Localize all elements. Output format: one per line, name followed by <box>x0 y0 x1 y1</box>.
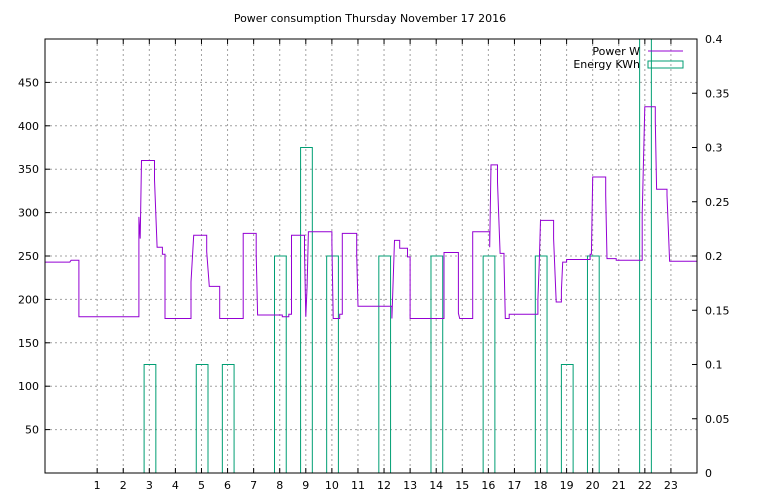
y-tick-label-left: 200 <box>18 293 39 306</box>
y-tick-label-right: 0.15 <box>705 304 730 317</box>
x-tick-label: 20 <box>586 479 600 492</box>
x-tick-label: 16 <box>481 479 495 492</box>
x-tick-label: 3 <box>146 479 153 492</box>
energy-bar <box>586 255 600 474</box>
legend: Power W Energy KWh <box>573 45 684 71</box>
x-tick-label: 1 <box>94 479 101 492</box>
energy-bar <box>560 364 574 474</box>
power-line-layer <box>45 106 697 319</box>
y-tick-label-left: 450 <box>18 76 39 89</box>
x-tick-label: 15 <box>455 479 469 492</box>
y-tick-label-right: 0.05 <box>705 413 730 426</box>
x-tick-label: 23 <box>664 479 678 492</box>
chart-title: Power consumption Thursday November 17 2… <box>234 12 506 25</box>
x-tick-label: 12 <box>377 479 391 492</box>
x-tick-label: 13 <box>403 479 417 492</box>
y-tick-label-left: 300 <box>18 207 39 220</box>
x-tick-label: 22 <box>638 479 652 492</box>
x-tick-label: 2 <box>120 479 127 492</box>
energy-bar <box>482 255 496 474</box>
x-tick-label: 19 <box>560 479 574 492</box>
axis-labels: 1 2 3 4 5 6 7 8 9 10 11 12 13 14 15 16 17 18 19 20 21 22 23501… <box>18 33 730 492</box>
y-tick-label-right: 0.25 <box>705 196 730 209</box>
legend-label-power: Power W <box>592 45 640 58</box>
x-tick-label: 6 <box>224 479 231 492</box>
energy-bar <box>274 255 287 474</box>
x-tick-label: 17 <box>507 479 521 492</box>
energy-bar <box>534 255 548 474</box>
energy-bar <box>430 255 444 474</box>
x-tick-label: 21 <box>612 479 626 492</box>
x-tick-label: 8 <box>276 479 283 492</box>
y-tick-label-left: 350 <box>18 163 39 176</box>
power-series-line <box>45 106 697 319</box>
x-tick-label: 9 <box>302 479 309 492</box>
y-tick-label-left: 250 <box>18 250 39 263</box>
x-tick-label: 7 <box>250 479 257 492</box>
y-tick-label-right: 0.1 <box>705 359 723 372</box>
energy-bar <box>195 364 209 474</box>
y-tick-label-left: 400 <box>18 120 39 133</box>
x-tick-label: 4 <box>172 479 179 492</box>
y-tick-label-right: 0 <box>705 467 712 480</box>
y-tick-label-right: 0.2 <box>705 250 723 263</box>
x-tick-label: 11 <box>351 479 365 492</box>
x-tick-label: 5 <box>198 479 205 492</box>
y-tick-label-right: 0.3 <box>705 142 723 155</box>
energy-bar <box>143 364 157 474</box>
y-tick-label-right: 0.4 <box>705 33 723 46</box>
y-tick-label-left: 50 <box>25 424 39 437</box>
x-tick-label: 14 <box>429 479 443 492</box>
energy-bar <box>378 255 392 474</box>
energy-bar <box>221 364 235 474</box>
x-tick-label: 10 <box>325 479 339 492</box>
legend-swatch-energy <box>647 60 684 69</box>
y-tick-label-right: 0.35 <box>705 87 730 100</box>
x-tick-label: 18 <box>534 479 548 492</box>
y-tick-label-left: 150 <box>18 337 39 350</box>
legend-label-energy: Energy KWh <box>573 58 640 71</box>
y-tick-label-left: 100 <box>18 380 39 393</box>
